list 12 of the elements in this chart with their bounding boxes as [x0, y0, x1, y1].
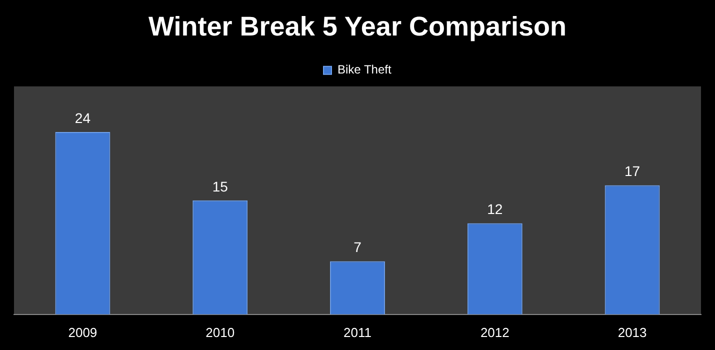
- x-tick-label: 2013: [618, 324, 647, 340]
- data-label: 7: [354, 239, 362, 256]
- x-tick-label: 2010: [206, 324, 235, 340]
- chart-title: Winter Break 5 Year Comparison: [148, 12, 566, 42]
- data-label: 24: [74, 110, 91, 126]
- data-label: 12: [487, 201, 503, 218]
- x-tick-label: 2011: [344, 324, 372, 340]
- data-label: 15: [212, 178, 228, 194]
- x-tick-label: 2012: [480, 324, 510, 340]
- legend-label: Bike Theft: [337, 62, 392, 77]
- x-tick-label: 2009: [68, 324, 98, 340]
- data-label: 17: [624, 163, 640, 180]
